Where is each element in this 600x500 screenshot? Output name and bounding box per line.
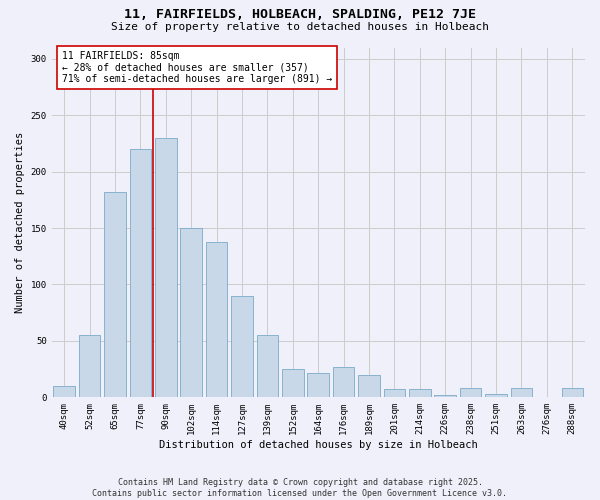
Bar — [485, 394, 507, 398]
Y-axis label: Number of detached properties: Number of detached properties — [15, 132, 25, 313]
Bar — [307, 372, 329, 398]
Bar — [434, 395, 456, 398]
Bar — [383, 390, 405, 398]
Bar — [257, 336, 278, 398]
Text: 11 FAIRFIELDS: 85sqm
← 28% of detached houses are smaller (357)
71% of semi-deta: 11 FAIRFIELDS: 85sqm ← 28% of detached h… — [62, 51, 332, 84]
Bar — [282, 369, 304, 398]
Text: 11, FAIRFIELDS, HOLBEACH, SPALDING, PE12 7JE: 11, FAIRFIELDS, HOLBEACH, SPALDING, PE12… — [124, 8, 476, 20]
Bar — [511, 388, 532, 398]
Bar — [104, 192, 126, 398]
X-axis label: Distribution of detached houses by size in Holbeach: Distribution of detached houses by size … — [159, 440, 478, 450]
Bar — [231, 296, 253, 398]
Bar — [460, 388, 481, 398]
Bar — [333, 367, 355, 398]
Bar — [206, 242, 227, 398]
Bar — [409, 390, 431, 398]
Bar — [562, 388, 583, 398]
Bar — [53, 386, 75, 398]
Bar — [79, 336, 100, 398]
Bar — [358, 375, 380, 398]
Bar — [181, 228, 202, 398]
Bar — [155, 138, 176, 398]
Text: Contains HM Land Registry data © Crown copyright and database right 2025.
Contai: Contains HM Land Registry data © Crown c… — [92, 478, 508, 498]
Text: Size of property relative to detached houses in Holbeach: Size of property relative to detached ho… — [111, 22, 489, 32]
Bar — [130, 149, 151, 398]
